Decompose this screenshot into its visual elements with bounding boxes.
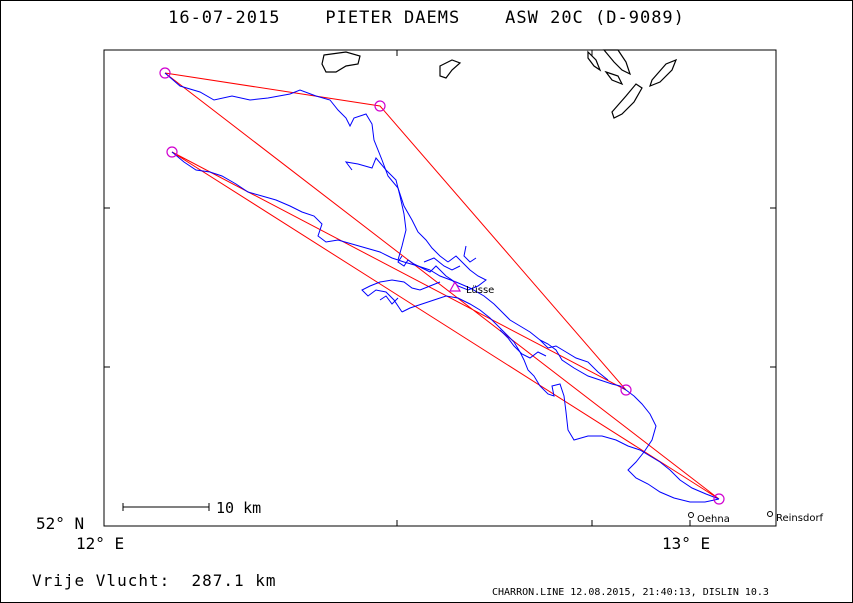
scale-bar <box>122 503 210 511</box>
place-oehna: Oehna <box>697 514 730 525</box>
oehna-marker <box>688 512 694 518</box>
lake-outlines <box>321 49 678 119</box>
flight-distance: Vrije Vlucht: 287.1 km <box>32 571 277 590</box>
footer-info: CHARRON.LINE 12.08.2015, 21:40:13, DISLI… <box>492 587 769 598</box>
turnpoint-3 <box>166 146 178 158</box>
longitude-left-label: 12° E <box>76 534 125 553</box>
turnpoint-1 <box>159 67 171 79</box>
scale-bar-label: 10 km <box>216 499 261 517</box>
place-luesse: Lüsse <box>466 285 494 296</box>
map-border <box>103 49 777 527</box>
turnpoint-4 <box>620 384 632 396</box>
turnpoint-5 <box>713 493 725 505</box>
start-triangle <box>448 280 462 292</box>
task-lines <box>164 72 720 500</box>
turnpoint-2 <box>374 100 386 112</box>
longitude-right-label: 13° E <box>662 534 711 553</box>
reinsdorf-marker <box>767 511 773 517</box>
place-reinsdorf: Reinsdorf <box>776 513 824 524</box>
latitude-label: 52° N <box>36 514 85 533</box>
place-markers <box>688 511 773 518</box>
turnpoints <box>159 67 725 505</box>
axis-ticks <box>104 50 776 526</box>
flight-track <box>164 72 720 503</box>
flight-title: 16-07-2015 PIETER DAEMS ASW 20C (D-9089) <box>168 8 685 28</box>
